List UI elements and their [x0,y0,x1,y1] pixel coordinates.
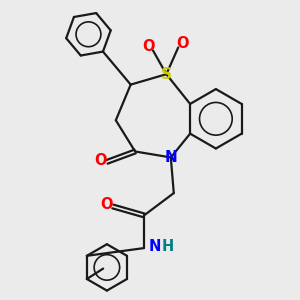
Text: O: O [176,36,189,51]
Text: O: O [100,196,112,211]
Text: S: S [161,67,172,82]
Text: H: H [162,239,174,254]
Text: N: N [164,150,177,165]
Text: O: O [142,39,155,54]
Text: O: O [95,153,107,168]
Text: N: N [148,239,160,254]
